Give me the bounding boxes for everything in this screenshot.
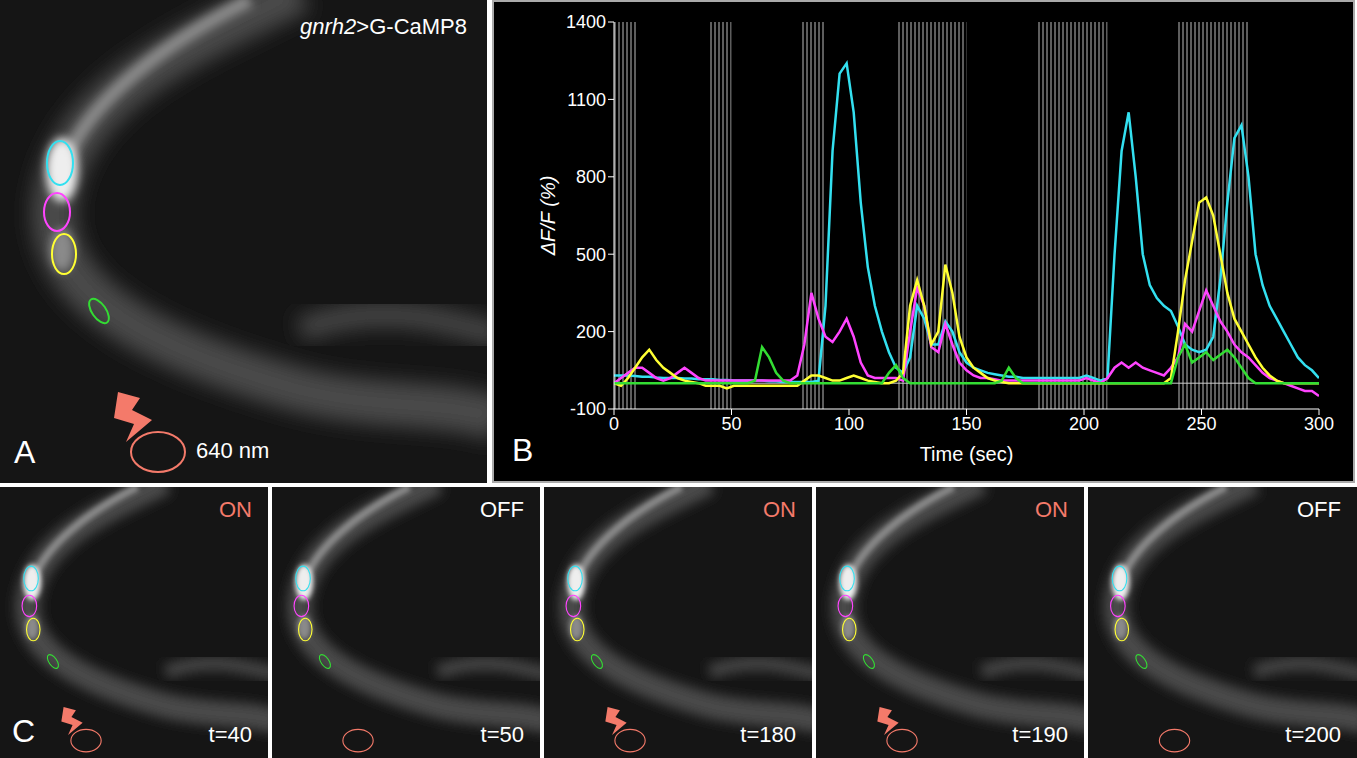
html-text:ON: ON <box>1035 497 1068 522</box>
html-text:t=180: t=180 <box>740 722 796 747</box>
svg-text:-100: -100 <box>570 399 606 419</box>
html-text:640 nm: 640 nm <box>196 438 270 463</box>
svg-text:250: 250 <box>1186 414 1216 434</box>
html-text:t=40: t=40 <box>208 722 252 747</box>
html-text:ON: ON <box>219 497 252 522</box>
html-text:OFF: OFF <box>1297 497 1341 522</box>
html-text:ON: ON <box>763 497 796 522</box>
html-text:t=200: t=200 <box>1285 722 1341 747</box>
svg-text:ΔF/F (%): ΔF/F (%) <box>537 176 559 257</box>
html-text:t=190: t=190 <box>1012 722 1068 747</box>
svg-text:1400: 1400 <box>566 12 606 32</box>
html-text:C: C <box>12 713 36 749</box>
svg-text:50: 50 <box>721 414 741 434</box>
svg-text:200: 200 <box>576 322 606 342</box>
svg-text:300: 300 <box>1304 414 1334 434</box>
html-text:gnrh2 >G-CaMP8: gnrh2 >G-CaMP8 <box>300 14 467 39</box>
svg-text:100: 100 <box>834 414 864 434</box>
svg-text:500: 500 <box>576 245 606 265</box>
html-text:A: A <box>14 434 36 470</box>
html-text:B: B <box>512 432 534 468</box>
html-text:OFF: OFF <box>480 497 524 522</box>
html-text:t=50: t=50 <box>480 722 524 747</box>
svg-text:800: 800 <box>576 167 606 187</box>
svg-text:Time (sec): Time (sec) <box>920 443 1014 465</box>
svg-text:200: 200 <box>1069 414 1099 434</box>
svg-text:150: 150 <box>951 414 981 434</box>
svg-text:0: 0 <box>609 414 619 434</box>
svg-text:1100: 1100 <box>567 90 606 110</box>
